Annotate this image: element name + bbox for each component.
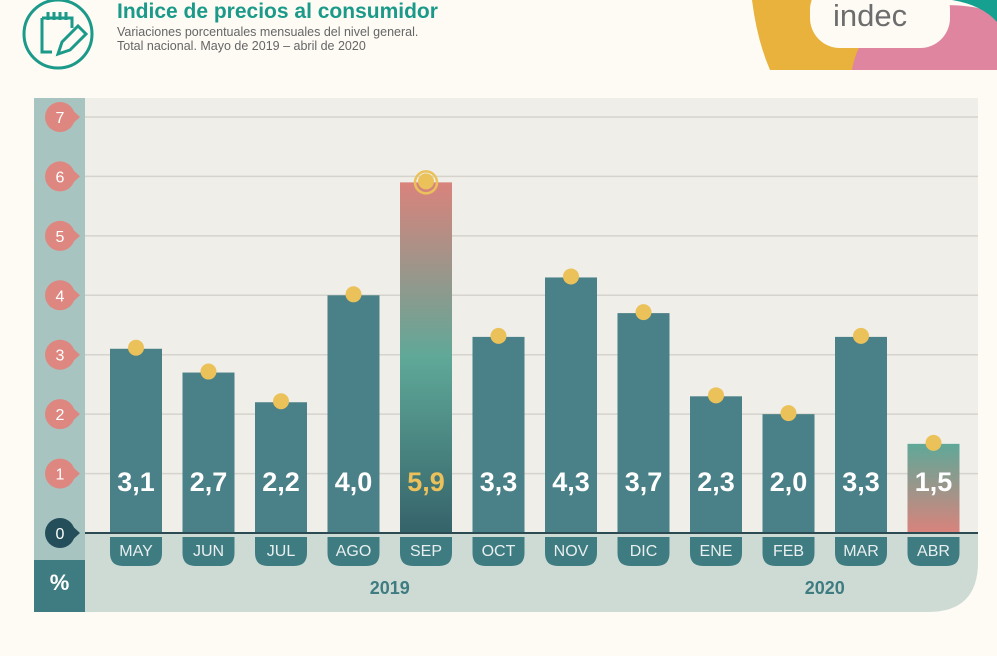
data-label: 3,1	[117, 467, 155, 497]
data-label: 3,7	[625, 467, 663, 497]
x-tick-label: DIC	[630, 543, 658, 560]
chart-subtitle: Variaciones porcentuales mensuales del n…	[117, 25, 419, 39]
bar-ago	[327, 295, 380, 533]
y-tick-bubble-circle	[45, 399, 75, 430]
data-label: 5,9	[407, 467, 445, 497]
bar-feb	[762, 414, 815, 533]
value-dot	[490, 327, 507, 344]
y-tick-bubble-circle	[45, 102, 75, 132]
bar-jun	[182, 372, 235, 533]
value-dot	[200, 363, 217, 380]
notepad-pencil-icon	[22, 0, 94, 70]
logo-text: indec	[833, 0, 908, 33]
y-tick-label: 7	[56, 110, 65, 127]
x-tick-pill	[762, 537, 815, 566]
y-tick-bubble-circle	[45, 458, 75, 489]
chart-subtitle-2: Total nacional. Mayo de 2019 – abril de …	[117, 39, 366, 53]
value-dot	[273, 393, 289, 410]
x-tick-pill	[690, 537, 742, 566]
y-axis-unit: %	[50, 570, 70, 595]
x-tick-label: MAR	[843, 543, 879, 560]
y-tick-label: 2	[56, 407, 65, 424]
bar-dic	[617, 313, 670, 533]
x-tick-pill	[835, 537, 887, 566]
x-tick-pill	[545, 537, 597, 566]
data-label: 2,7	[190, 467, 228, 497]
data-label: 2,0	[770, 467, 808, 497]
bar-abr	[907, 443, 960, 533]
data-label: 2,2	[262, 467, 300, 497]
x-tick-label: OCT	[482, 543, 516, 560]
value-dot	[345, 286, 362, 303]
value-dot	[853, 327, 869, 344]
y-tick-bubble-circle	[45, 220, 75, 251]
year-label: 2019	[370, 578, 410, 598]
bar-may	[110, 348, 162, 533]
value-dot	[563, 268, 579, 285]
x-tick-label: SEP	[410, 543, 442, 560]
value-dot	[418, 173, 434, 190]
value-dot	[128, 339, 144, 356]
x-tick-pill	[255, 537, 307, 566]
value-dot	[635, 304, 652, 321]
data-label: 1,5	[915, 467, 953, 497]
data-label: 4,3	[552, 467, 590, 497]
data-label: 3,3	[842, 467, 880, 497]
data-label: 3,3	[480, 467, 518, 497]
value-dot	[925, 434, 942, 451]
y-tick-label: 3	[56, 348, 65, 365]
y-tick-bubble-circle	[45, 161, 75, 192]
x-tick-label: AGO	[336, 543, 372, 560]
year-label: 2020	[805, 578, 845, 598]
x-axis-band	[85, 533, 978, 612]
y-tick-label: 5	[56, 229, 65, 246]
x-tick-label: JUL	[267, 543, 296, 560]
x-tick-pill	[472, 537, 525, 566]
x-tick-label: NOV	[554, 543, 589, 560]
x-tick-label: ENE	[700, 543, 733, 560]
bar-jul	[255, 402, 307, 533]
data-label: 2,3	[697, 467, 735, 497]
bar-nov	[545, 277, 597, 533]
value-dot	[780, 405, 797, 422]
y-tick-label: 0	[56, 526, 65, 543]
x-tick-label: ABR	[917, 543, 950, 560]
bar-mar	[835, 336, 887, 533]
y-tick-bubble-circle	[45, 518, 75, 548]
dot-ring	[413, 170, 439, 195]
x-tick-label: FEB	[773, 543, 804, 560]
x-tick-pill	[182, 537, 235, 566]
y-tick-label: 6	[56, 169, 65, 186]
indec-logo	[752, 0, 997, 70]
chart-title: Indice de precios al consumidor	[117, 0, 438, 23]
y-tick-bubble-circle	[45, 280, 75, 311]
x-tick-pill	[327, 537, 380, 566]
bar-oct	[472, 336, 525, 533]
x-tick-label: MAY	[119, 543, 153, 560]
y-tick-bubble-circle	[45, 339, 75, 370]
y-tick-label: 1	[56, 467, 65, 484]
data-label: 4,0	[335, 467, 373, 497]
x-tick-pill	[907, 537, 960, 566]
y-tick-label: 4	[56, 288, 65, 305]
bar-sep	[400, 182, 452, 533]
bar-ene	[690, 396, 742, 533]
value-dot	[708, 387, 724, 404]
x-tick-pill	[617, 537, 670, 566]
x-tick-pill	[110, 537, 162, 566]
x-tick-label: JUN	[193, 543, 224, 560]
unit-box	[34, 560, 85, 612]
x-tick-pill	[400, 537, 452, 566]
